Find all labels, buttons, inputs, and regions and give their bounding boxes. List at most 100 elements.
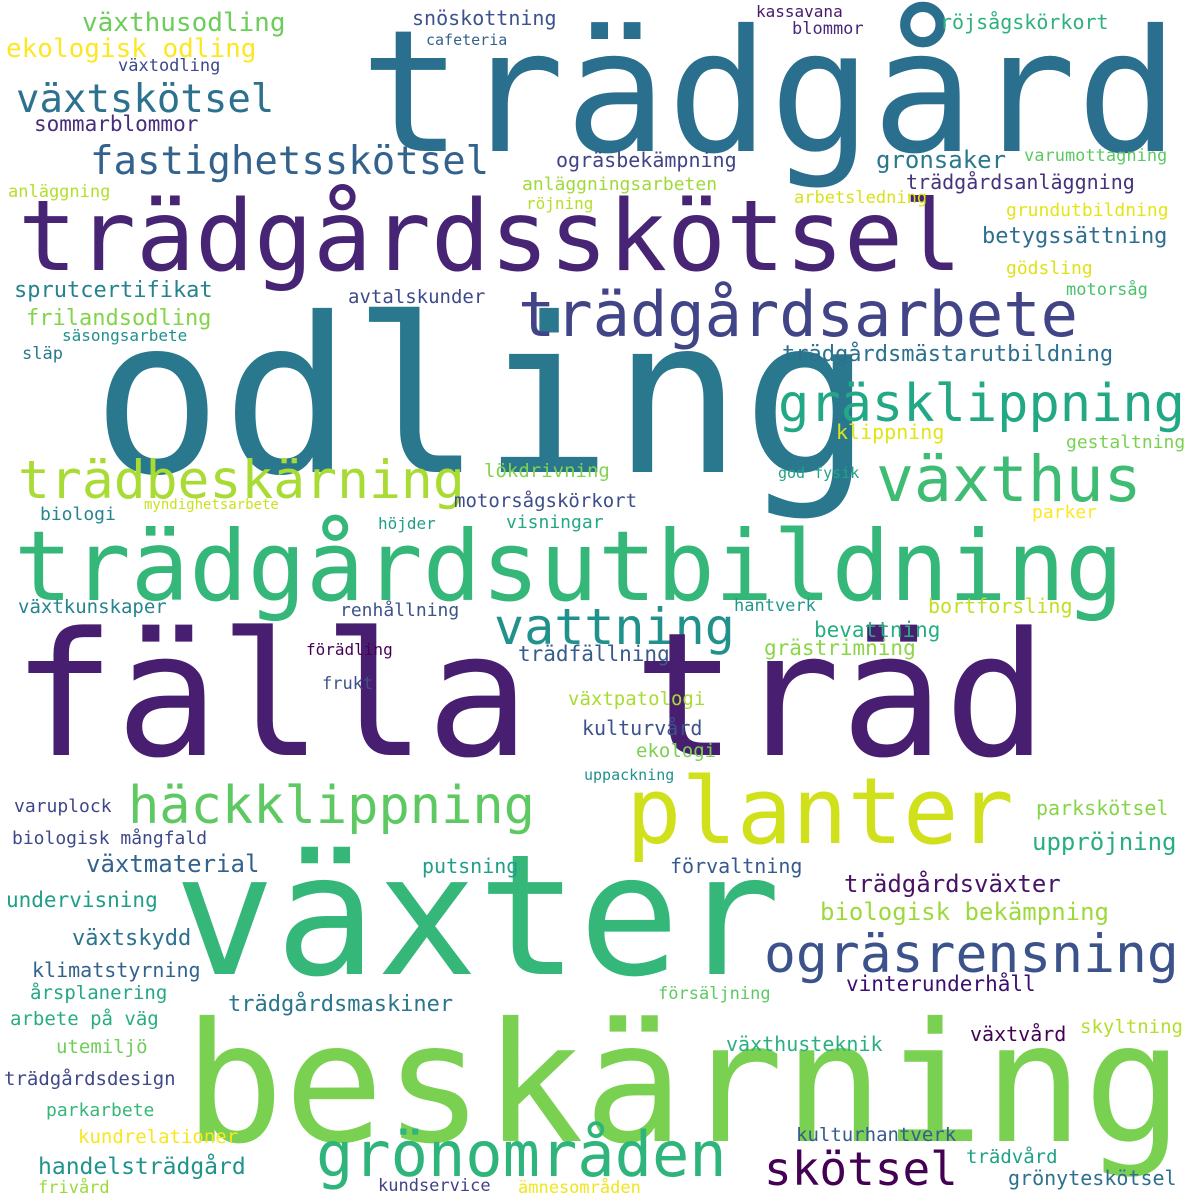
word-planter: planter [626, 758, 1014, 865]
word-tradgardsmastarutbildning: trädgårdsmästarutbildning [782, 342, 1114, 367]
word-handelstradgard: handelsträdgård [38, 1154, 246, 1180]
word-kassavana: kassavana [756, 2, 843, 21]
word-visningar: visningar [506, 512, 604, 533]
word-tradgardsutbildning: trädgårdsutbildning [14, 510, 1124, 623]
word-sasongsarbete: säsongsarbete [62, 326, 188, 345]
word-ograsbekampning: ogräsbekämpning [556, 148, 737, 172]
word-vaxtvard: växtvård [970, 1022, 1067, 1046]
word-ekologi: ekologi [636, 740, 717, 762]
word-kundrelationer: kundrelationer [78, 1126, 239, 1148]
word-god-fysik: god fysik [778, 464, 860, 482]
word-frilandsodling: frilandsodling [26, 306, 212, 331]
word-tradgardsmaskiner: trädgårdsmaskiner [228, 992, 454, 1017]
word-vaxthusodling: växthusodling [82, 8, 286, 38]
word-tradgardsarbete: trädgårdsarbete [518, 278, 1078, 351]
word-bevattning: bevattning [814, 618, 941, 642]
word-kulturvard: kulturvård [582, 716, 703, 740]
word-parkskotsel: parkskötsel [1036, 796, 1169, 820]
word-tradbeskarning: trädbeskärning [18, 450, 465, 511]
word-uppackning: uppackning [584, 766, 675, 784]
word-blommor: blommor [792, 19, 864, 39]
word-vaxtskydd: växtskydd [72, 926, 192, 951]
word-varumottagning: varumottagning [1024, 146, 1168, 166]
word-tradvard: trädvård [966, 1146, 1058, 1168]
word-putsning: putsning [422, 854, 519, 878]
word-forvaltning: förvaltning [670, 854, 803, 878]
word-arbete-pa-vag: arbete på väg [10, 1008, 159, 1030]
word-klippning: klippning [836, 420, 945, 444]
word-tradgardsvaxter: trädgårdsväxter [844, 870, 1061, 898]
word-ograsrensning: ogräsrensning [764, 924, 1179, 985]
word-grastrimning: grästrimning [764, 636, 916, 660]
word-amnesomraden: ämnesområden [518, 1178, 641, 1198]
word-beskarning: beskärning [184, 988, 1184, 1181]
word-tradgardsanlaggning: trädgårdsanläggning [906, 170, 1135, 194]
word-undervisning: undervisning [6, 888, 158, 912]
word-odling: odling [92, 272, 873, 523]
word-frukt: frukt [322, 674, 374, 694]
word-slap: släp [22, 344, 63, 364]
word-parker: parker [1032, 502, 1098, 523]
word-vinterunderhall: vinterunderhåll [846, 972, 1036, 996]
word-arbetsledning: arbetsledning [794, 188, 928, 208]
word-rojning: röjning [526, 194, 594, 213]
word-grasklippning: gräsklippning [778, 374, 1185, 434]
word-varuplock: varuplock [14, 796, 112, 817]
word-myndighetsarbete: myndighetsarbete [144, 497, 279, 513]
word-godsling: gödsling [1006, 258, 1093, 279]
word-vaxtodling: växtodling [118, 56, 221, 76]
word-gronsaker: grönsaker [876, 146, 1007, 174]
word-vattning: vattning [494, 598, 735, 656]
word-foradling: förädling [306, 640, 393, 659]
word-skotsel: skötsel [764, 1142, 958, 1196]
word-ekologisk-odling: ekologisk odling [6, 34, 257, 64]
word-renhallning: renhållning [340, 600, 460, 621]
word-vaxtmaterial: växtmaterial [86, 850, 260, 878]
word-tradgard: trädgård [360, 0, 1179, 192]
word-sprutcertifikat: sprutcertifikat [14, 278, 213, 303]
word-kundservice: kundservice [378, 1176, 491, 1196]
word-biologisk-bekampning: biologisk bekämpning [820, 898, 1109, 926]
word-snoskottning: snöskottning [412, 6, 557, 30]
word-kulturhantverk: kulturhantverk [796, 1124, 957, 1146]
word-sommarblommor: sommarblommor [34, 112, 199, 136]
word-vaxtpatologi: växtpatologi [568, 688, 706, 710]
word-bortforsling: bortforsling [928, 594, 1073, 618]
word-arsplanering: årsplanering [30, 982, 168, 1004]
word-forsaljning: försäljning [658, 984, 771, 1004]
word-gronomraden: grönområden [316, 1118, 727, 1191]
word-grundutbildning: grundutbildning [1006, 200, 1169, 221]
word-biologi: biologi [40, 504, 116, 525]
word-utemiljo: utemiljö [56, 1036, 148, 1058]
word-vaxtkunskaper: växtkunskaper [18, 596, 167, 618]
word-betygssattning: betygssättning [982, 224, 1168, 249]
word-klimatstyrning: klimatstyrning [32, 958, 201, 982]
word-cafeteria: cafeteria [426, 31, 508, 49]
word-anlaggning: anläggning [8, 182, 111, 202]
word-upprojning: uppröjning [1032, 828, 1177, 856]
word-rojsagskorkort: röjsågskörkort [940, 10, 1109, 34]
word-tradgardsskotsel: trädgårdsskötsel [18, 180, 963, 294]
word-vaxter: växter [174, 818, 781, 1014]
word-motorsag: motorsåg [1066, 280, 1148, 300]
word-hojder: höjder [378, 514, 436, 533]
word-hantverk: hantverk [734, 596, 816, 616]
word-skyltning: skyltning [1080, 1016, 1183, 1038]
word-vaxthusteknik: växthusteknik [726, 1032, 883, 1056]
word-tradfallning: trädfällning [518, 642, 670, 666]
word-hackklippning: häckklippning [128, 776, 535, 836]
word-motorsagskorkort: motorsågskörkort [454, 490, 638, 512]
word-anlaggningsarbeten: anläggningsarbeten [522, 174, 718, 195]
word-parkarbete: parkarbete [46, 1100, 155, 1121]
word-vaxtskotsel: växtskötsel [16, 77, 275, 122]
word-vaxthus: växthus [876, 443, 1142, 516]
word-lokdrivning: lökdrivning [484, 460, 610, 482]
word-gestaltning: gestaltning [1066, 432, 1186, 453]
word-falla-trad: fälla träd [12, 595, 1048, 796]
word-avtalskunder: avtalskunder [348, 286, 486, 308]
word-gronyteskotsel: grönyteskötsel [1008, 1166, 1177, 1190]
word-biologisk-mangfald: biologisk mångfald [12, 828, 208, 849]
word-fastighetsskotsel: fastighetsskötsel [90, 139, 490, 184]
word-tradgardsdesign: trädgårdsdesign [4, 1068, 176, 1090]
